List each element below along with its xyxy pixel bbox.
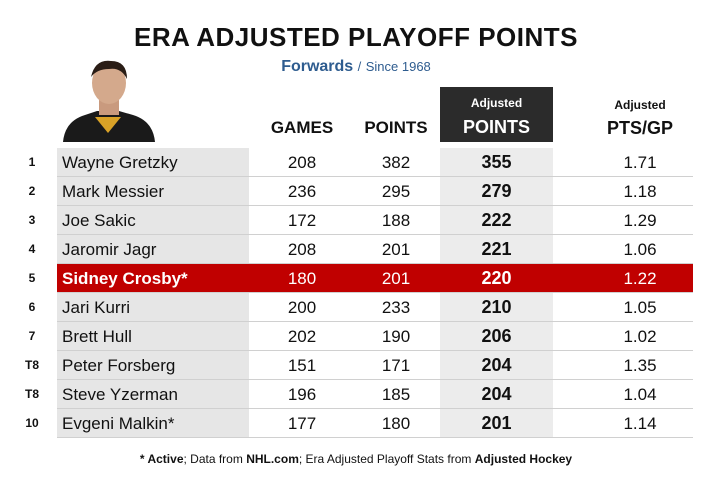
row-divider xyxy=(57,292,693,293)
footer-part: NHL.com xyxy=(246,452,299,466)
points: 188 xyxy=(381,211,411,230)
games: 200 xyxy=(287,298,317,317)
footer-part: Adjusted Hockey xyxy=(474,452,573,466)
row-divider xyxy=(57,263,693,264)
adjusted-points: 355 xyxy=(481,152,512,172)
rank: T8 xyxy=(24,387,39,401)
player-name: Evgeni Malkin* xyxy=(62,414,175,433)
pts-per-gp: 1.06 xyxy=(623,240,657,259)
footer-part: * xyxy=(139,452,148,466)
rank: 6 xyxy=(28,300,36,314)
games: 180 xyxy=(287,269,317,288)
subtitle-main: Forwards xyxy=(281,58,354,75)
row-divider xyxy=(57,379,693,380)
rank: 2 xyxy=(28,184,36,198)
games: 172 xyxy=(287,211,317,230)
footer: * Active; Data from NHL.com; Era Adjuste… xyxy=(0,452,712,466)
player-name: Steve Yzerman xyxy=(62,385,178,404)
pts-per-gp: 1.05 xyxy=(623,298,657,317)
player-name: Peter Forsberg xyxy=(62,356,176,375)
player-name: Jaromir Jagr xyxy=(62,240,157,259)
adjusted-points: 222 xyxy=(481,210,512,230)
col-header-top: Adjusted xyxy=(470,96,523,110)
points: 190 xyxy=(381,327,411,346)
footer-part: Active xyxy=(147,452,184,466)
pts-per-gp: 1.22 xyxy=(623,269,657,288)
pts-per-gp: 1.04 xyxy=(623,385,657,404)
player-name: Joe Sakic xyxy=(62,211,136,230)
subtitle-sep: / xyxy=(357,59,362,74)
adjusted-points: 279 xyxy=(481,181,512,201)
games: 208 xyxy=(287,240,317,259)
pts-per-gp: 1.14 xyxy=(623,414,657,433)
adjusted-column-bg xyxy=(440,148,553,438)
games: 151 xyxy=(287,356,317,375)
col-header: PTS/GP xyxy=(606,118,673,138)
points: 201 xyxy=(381,269,411,288)
adjusted-points: 220 xyxy=(481,268,512,288)
points: 382 xyxy=(381,153,411,172)
adjusted-header-box xyxy=(440,87,553,142)
rank: T8 xyxy=(24,358,39,372)
pts-per-gp: 1.18 xyxy=(623,182,657,201)
points: 185 xyxy=(381,385,411,404)
adjusted-points: 210 xyxy=(481,297,512,317)
pts-per-gp: 1.02 xyxy=(623,327,657,346)
pts-per-gp: 1.29 xyxy=(623,211,657,230)
row-divider xyxy=(57,234,693,235)
col-header: GAMES xyxy=(270,118,334,137)
footer-part: ; Era Adjusted Playoff Stats from xyxy=(298,452,475,466)
player-name: Wayne Gretzky xyxy=(62,153,178,172)
pts-per-gp: 1.35 xyxy=(623,356,657,375)
points: 295 xyxy=(381,182,411,201)
rank: 10 xyxy=(25,416,39,430)
adjusted-points: 204 xyxy=(481,384,512,404)
col-header: POINTS xyxy=(364,118,428,137)
highlight-row xyxy=(57,264,693,293)
row-divider xyxy=(57,205,693,206)
row-divider xyxy=(57,437,693,438)
pts-per-gp: 1.71 xyxy=(623,153,657,172)
rank: 5 xyxy=(28,271,36,285)
adjusted-points: 201 xyxy=(481,413,512,433)
rank: 3 xyxy=(28,213,36,227)
points: 201 xyxy=(381,240,411,259)
adjusted-points: 221 xyxy=(481,239,512,259)
row-divider xyxy=(57,176,693,177)
col-header-top: Adjusted xyxy=(614,98,666,112)
name-column-bg xyxy=(57,148,249,438)
adjusted-points: 204 xyxy=(481,355,512,375)
games: 202 xyxy=(287,327,317,346)
col-header: POINTS xyxy=(462,117,530,137)
player-name: Sidney Crosby* xyxy=(62,269,188,288)
games: 208 xyxy=(287,153,317,172)
row-divider xyxy=(57,408,693,409)
player-name: Brett Hull xyxy=(62,327,132,346)
row-divider xyxy=(57,350,693,351)
points: 180 xyxy=(381,414,411,433)
player-name: Jari Kurri xyxy=(62,298,131,317)
subtitle-note: Since 1968 xyxy=(365,59,431,74)
rank: 1 xyxy=(28,155,36,169)
games: 196 xyxy=(287,385,317,404)
row-divider xyxy=(57,321,693,322)
points: 233 xyxy=(381,298,411,317)
player-photo xyxy=(63,60,155,142)
points: 171 xyxy=(381,356,411,375)
rank: 7 xyxy=(28,329,36,343)
rank: 4 xyxy=(28,242,36,256)
player-name: Mark Messier xyxy=(62,182,165,201)
adjusted-points: 206 xyxy=(481,326,512,346)
subtitle: Forwards / Since 1968 xyxy=(0,58,712,76)
footer-part: ; Data from xyxy=(183,452,247,466)
title: ERA ADJUSTED PLAYOFF POINTS xyxy=(134,22,578,52)
games: 177 xyxy=(287,414,317,433)
games: 236 xyxy=(287,182,317,201)
